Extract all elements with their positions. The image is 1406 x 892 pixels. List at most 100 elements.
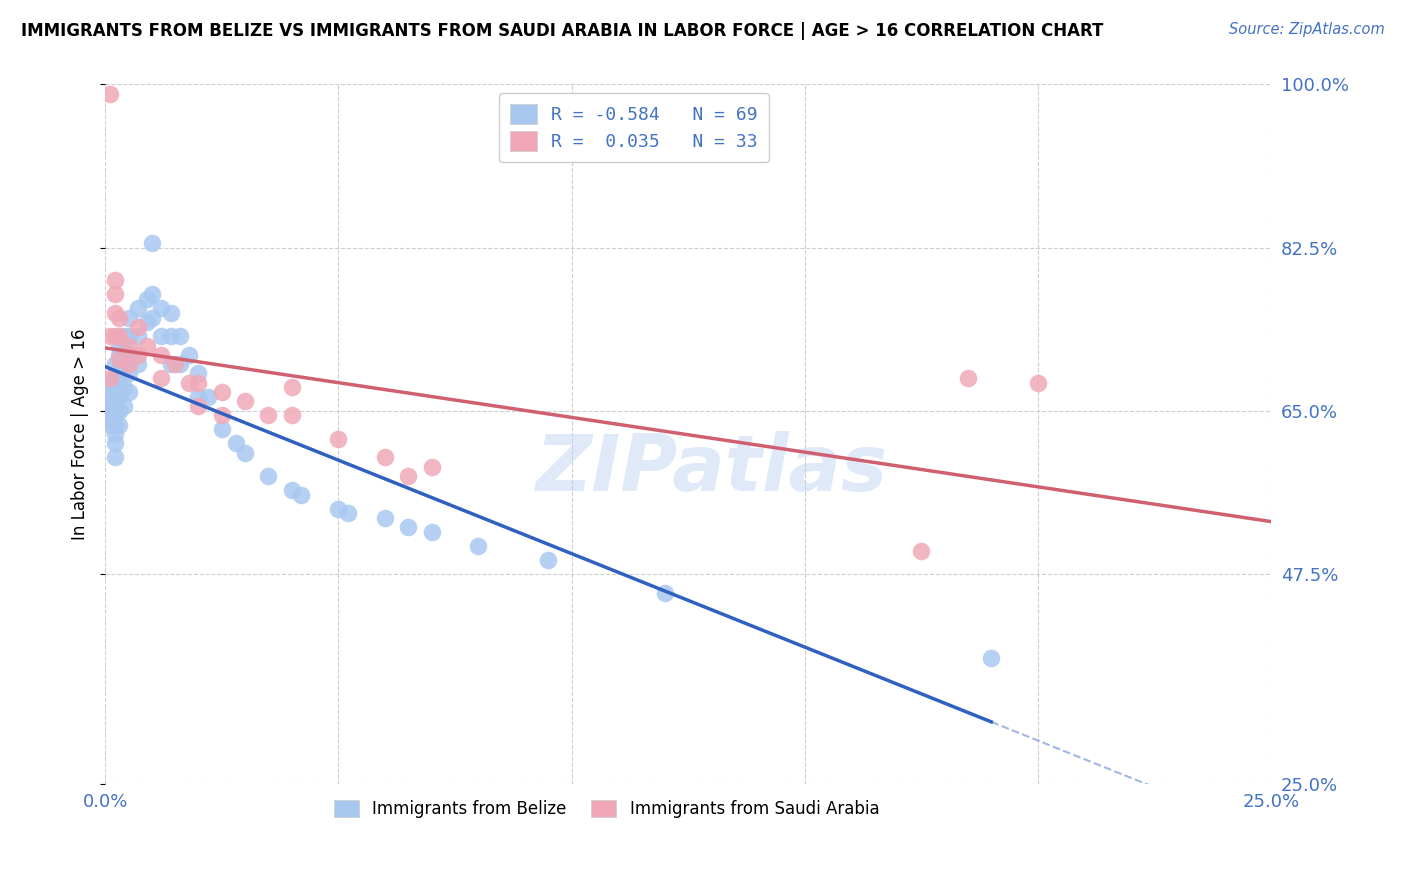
Point bbox=[159, 306, 181, 320]
Point bbox=[257, 469, 280, 483]
Point bbox=[117, 338, 139, 352]
Text: ZIPatlas: ZIPatlas bbox=[536, 431, 887, 507]
Point bbox=[654, 585, 676, 599]
Point bbox=[467, 539, 489, 553]
Point bbox=[910, 543, 932, 558]
Point bbox=[159, 357, 181, 371]
Point bbox=[374, 450, 396, 465]
Point bbox=[328, 501, 350, 516]
Point bbox=[281, 380, 304, 394]
Point bbox=[103, 371, 125, 385]
Point bbox=[103, 273, 125, 287]
Point bbox=[112, 343, 135, 358]
Legend: Immigrants from Belize, Immigrants from Saudi Arabia: Immigrants from Belize, Immigrants from … bbox=[328, 793, 886, 824]
Point bbox=[98, 329, 121, 343]
Point bbox=[127, 348, 149, 362]
Point bbox=[374, 511, 396, 525]
Point bbox=[98, 409, 121, 423]
Point bbox=[169, 357, 191, 371]
Point bbox=[103, 427, 125, 442]
Point bbox=[108, 348, 131, 362]
Point bbox=[108, 352, 131, 367]
Point bbox=[336, 506, 359, 520]
Point bbox=[117, 329, 139, 343]
Point bbox=[290, 488, 312, 502]
Point bbox=[117, 348, 139, 362]
Point bbox=[281, 409, 304, 423]
Point bbox=[127, 301, 149, 316]
Text: IMMIGRANTS FROM BELIZE VS IMMIGRANTS FROM SAUDI ARABIA IN LABOR FORCE | AGE > 16: IMMIGRANTS FROM BELIZE VS IMMIGRANTS FRO… bbox=[21, 22, 1104, 40]
Point bbox=[159, 329, 181, 343]
Point bbox=[117, 357, 139, 371]
Point bbox=[187, 376, 209, 390]
Point bbox=[98, 404, 121, 418]
Point bbox=[136, 315, 159, 329]
Point bbox=[108, 338, 131, 352]
Point bbox=[98, 417, 121, 432]
Point bbox=[103, 409, 125, 423]
Point bbox=[187, 367, 209, 381]
Point bbox=[103, 306, 125, 320]
Point bbox=[179, 376, 201, 390]
Point bbox=[165, 357, 187, 371]
Point bbox=[127, 329, 149, 343]
Point bbox=[141, 287, 163, 301]
Point bbox=[108, 390, 131, 404]
Point bbox=[108, 376, 131, 390]
Point bbox=[420, 459, 443, 474]
Point bbox=[103, 380, 125, 394]
Point bbox=[98, 413, 121, 427]
Point bbox=[98, 87, 121, 101]
Point bbox=[281, 483, 304, 497]
Point bbox=[396, 520, 419, 534]
Point bbox=[108, 404, 131, 418]
Point bbox=[956, 371, 979, 385]
Point bbox=[233, 446, 256, 460]
Point bbox=[108, 417, 131, 432]
Point bbox=[127, 319, 149, 334]
Point bbox=[112, 380, 135, 394]
Point bbox=[98, 399, 121, 413]
Point bbox=[396, 469, 419, 483]
Point bbox=[150, 371, 173, 385]
Point bbox=[150, 301, 173, 316]
Point bbox=[117, 367, 139, 381]
Point bbox=[141, 310, 163, 325]
Point bbox=[108, 329, 131, 343]
Point bbox=[103, 329, 125, 343]
Point bbox=[169, 329, 191, 343]
Point bbox=[141, 235, 163, 250]
Point bbox=[98, 394, 121, 409]
Point bbox=[112, 329, 135, 343]
Point bbox=[225, 436, 247, 450]
Point bbox=[537, 553, 560, 567]
Point bbox=[257, 409, 280, 423]
Point bbox=[108, 361, 131, 376]
Point bbox=[98, 385, 121, 400]
Point bbox=[112, 361, 135, 376]
Point bbox=[108, 310, 131, 325]
Point bbox=[328, 432, 350, 446]
Point bbox=[179, 348, 201, 362]
Point bbox=[98, 371, 121, 385]
Point bbox=[197, 390, 219, 404]
Point bbox=[187, 399, 209, 413]
Point bbox=[103, 450, 125, 465]
Text: Source: ZipAtlas.com: Source: ZipAtlas.com bbox=[1229, 22, 1385, 37]
Point bbox=[136, 292, 159, 306]
Point bbox=[103, 357, 125, 371]
Point bbox=[211, 385, 233, 400]
Y-axis label: In Labor Force | Age > 16: In Labor Force | Age > 16 bbox=[72, 328, 89, 540]
Point bbox=[980, 651, 1002, 665]
Point bbox=[211, 409, 233, 423]
Point bbox=[103, 399, 125, 413]
Point bbox=[127, 357, 149, 371]
Point bbox=[233, 394, 256, 409]
Point bbox=[117, 310, 139, 325]
Point bbox=[187, 390, 209, 404]
Point bbox=[103, 436, 125, 450]
Point bbox=[103, 390, 125, 404]
Point bbox=[1026, 376, 1049, 390]
Point bbox=[117, 385, 139, 400]
Point bbox=[211, 422, 233, 436]
